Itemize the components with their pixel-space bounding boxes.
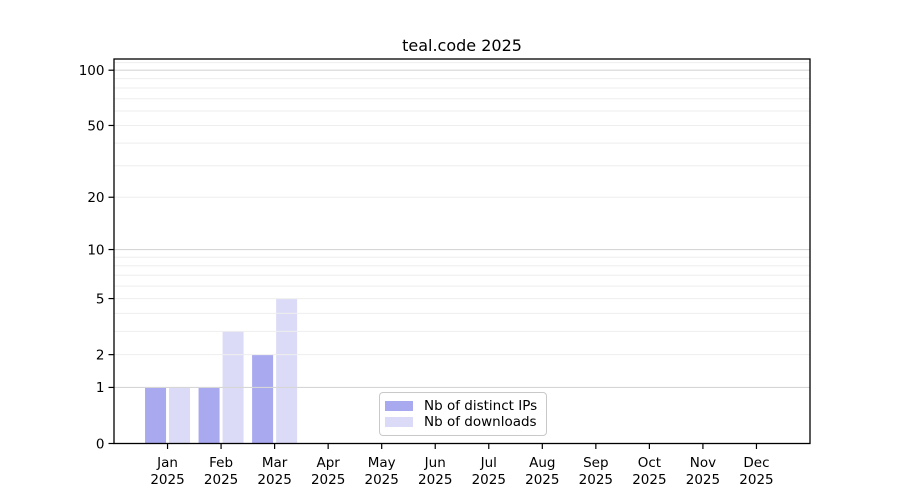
x-tick-label-year: 2025 — [365, 472, 399, 488]
x-tick-label-year: 2025 — [311, 472, 345, 488]
x-tick-label-month: Mar — [262, 455, 288, 471]
x-tick-label-month: Feb — [209, 455, 233, 471]
x-tick-label-month: Dec — [743, 455, 769, 471]
x-tick-label-month: Jan — [156, 455, 178, 471]
y-tick-label: 10 — [87, 242, 104, 258]
legend-box: Nb of distinct IPs Nb of downloads — [379, 392, 547, 436]
bar-feb-distinct-ips — [198, 387, 220, 444]
legend-swatch-distinct-ips — [385, 401, 413, 411]
legend-label-downloads: Nb of downloads — [424, 414, 537, 430]
x-tick-label-year: 2025 — [472, 472, 506, 488]
y-tick-label: 5 — [96, 291, 105, 307]
legend-item-distinct-ips: Nb of distinct IPs — [385, 398, 538, 414]
x-tick-label-year: 2025 — [579, 472, 613, 488]
x-tick-label-year: 2025 — [739, 472, 773, 488]
legend-swatch-downloads — [385, 417, 413, 427]
y-tick-label: 100 — [79, 63, 105, 79]
y-tick-label: 0 — [96, 436, 105, 452]
y-tick-label: 1 — [96, 380, 105, 396]
x-tick-label-year: 2025 — [257, 472, 291, 488]
plot-border — [113, 58, 811, 445]
x-tick-label-month: Aug — [529, 455, 555, 471]
x-tick-label-month: Sep — [583, 455, 608, 471]
x-tick-label-month: Jun — [424, 455, 446, 471]
bar-mar-downloads — [276, 298, 298, 444]
y-tick-label: 2 — [96, 347, 105, 363]
x-tick-label-month: Nov — [690, 455, 716, 471]
x-tick-label-month: Jul — [480, 455, 497, 471]
x-tick-label-year: 2025 — [632, 472, 666, 488]
bar-mar-distinct-ips — [252, 354, 274, 444]
x-tick-label-year: 2025 — [525, 472, 559, 488]
x-tick-label-year: 2025 — [418, 472, 452, 488]
bar-jan-downloads — [169, 387, 191, 444]
x-tick-label-month: Apr — [316, 455, 340, 471]
x-tick-label-month: Oct — [638, 455, 661, 471]
x-tick-label-month: May — [368, 455, 396, 471]
y-tick-label: 20 — [87, 190, 104, 206]
legend-label-distinct-ips: Nb of distinct IPs — [424, 398, 538, 414]
x-tick-label-year: 2025 — [204, 472, 238, 488]
bar-jan-distinct-ips — [145, 387, 167, 444]
x-tick-label-year: 2025 — [150, 472, 184, 488]
y-tick-label: 50 — [87, 118, 104, 134]
legend-item-downloads: Nb of downloads — [385, 414, 538, 430]
x-tick-label-year: 2025 — [686, 472, 720, 488]
chart-title: teal.code 2025 — [402, 36, 522, 55]
